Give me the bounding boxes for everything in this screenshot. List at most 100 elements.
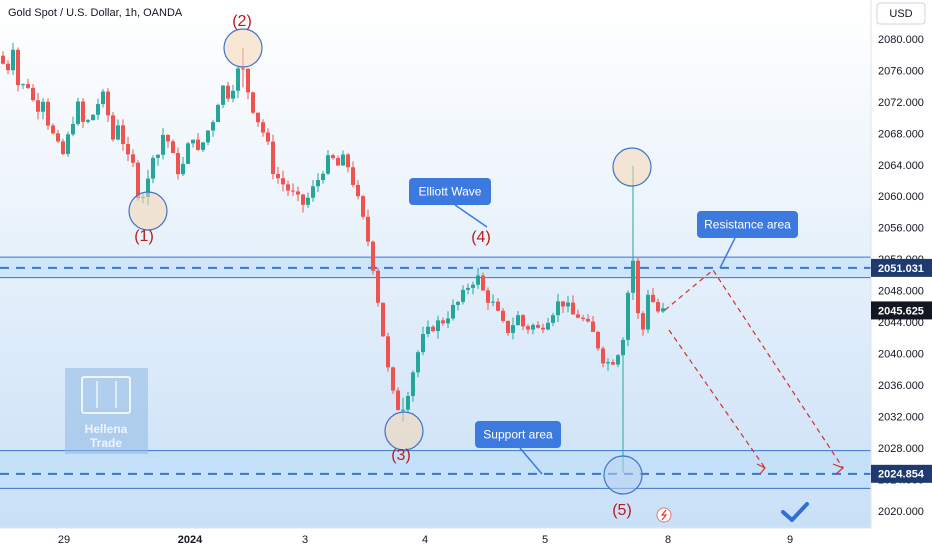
candle-body — [326, 155, 330, 174]
checkmark-icon[interactable] — [781, 502, 809, 522]
candle-body — [191, 139, 195, 144]
wave-label: (5) — [612, 502, 632, 519]
candle-body — [81, 101, 85, 122]
candle-body — [116, 125, 120, 140]
candle-body — [346, 154, 350, 168]
candle-body — [636, 260, 640, 314]
candle-body — [646, 294, 650, 330]
candle-body — [306, 197, 310, 205]
candle-body — [461, 289, 465, 302]
candle-body — [386, 336, 390, 368]
candle-body — [311, 186, 315, 198]
support-price-badge — [871, 464, 932, 483]
y-tick-label: 2036.000 — [878, 380, 924, 392]
candle-body — [156, 154, 160, 158]
candle-body — [416, 352, 420, 373]
candle-body — [436, 320, 440, 332]
candle-body — [136, 162, 140, 199]
x-tick-label: 3 — [302, 534, 308, 546]
candle-body — [56, 133, 60, 142]
resistance-area-callout-label: Resistance area — [704, 218, 791, 232]
candle-body — [226, 85, 230, 99]
candle-body — [166, 134, 170, 142]
candle-body — [221, 85, 225, 105]
y-tick-label: 2044.000 — [878, 317, 924, 329]
wave-label: (3) — [391, 447, 411, 464]
candle-body — [576, 314, 580, 318]
candle-body — [426, 326, 430, 335]
elliott-wave-callout-pointer — [454, 204, 488, 228]
x-tick-label: 8 — [665, 534, 671, 546]
candle-body — [441, 320, 445, 324]
candle-body — [251, 92, 255, 113]
y-tick-label: 2080.000 — [878, 34, 924, 46]
candle-body — [591, 321, 595, 332]
candle-body — [536, 324, 540, 328]
x-tick-label: 9 — [787, 534, 793, 546]
candle-body — [181, 163, 185, 175]
candle-body — [411, 372, 415, 396]
candle-body — [46, 101, 50, 126]
candle-body — [316, 180, 320, 187]
lightning-bolt-icon — [660, 509, 668, 521]
candle-body — [366, 216, 370, 242]
candle-body — [41, 101, 45, 112]
candle-body — [61, 141, 65, 155]
candle-body — [431, 326, 435, 332]
projection-arrowhead — [832, 463, 845, 475]
current-price-badge-label: 2045.625 — [878, 305, 924, 317]
candle-body — [621, 339, 625, 356]
candle-body — [106, 91, 110, 116]
candle-body — [256, 112, 260, 123]
candle-body — [31, 87, 35, 101]
y-tick-label: 2076.000 — [878, 65, 924, 77]
y-tick-label: 2068.000 — [878, 128, 924, 140]
candle-body — [561, 301, 565, 307]
candle-body — [206, 130, 210, 143]
candle-body — [321, 173, 325, 181]
candle-body — [381, 302, 385, 337]
y-tick-label: 2028.000 — [878, 443, 924, 455]
candle-body — [286, 184, 290, 191]
candle-body — [356, 184, 360, 197]
y-tick-label: 2072.000 — [878, 97, 924, 109]
candle-body — [101, 91, 105, 105]
candle-body — [76, 101, 80, 124]
support-zone — [0, 450, 871, 489]
candle-body — [21, 84, 25, 86]
candle-body — [546, 322, 550, 330]
candle-body — [6, 63, 10, 71]
candle-body — [506, 320, 510, 333]
candle-body — [616, 355, 620, 365]
candle-body — [401, 409, 405, 411]
candle-body — [176, 153, 180, 175]
candle-body — [496, 301, 500, 311]
candle-body — [261, 122, 265, 133]
currency-button[interactable] — [876, 2, 926, 25]
watermark-text-line1: Hellena — [85, 422, 128, 436]
candle-body — [391, 367, 395, 391]
candle-body — [396, 390, 400, 411]
candle-body — [331, 155, 335, 159]
candle-body — [16, 49, 20, 86]
candle-body — [336, 158, 340, 166]
candle-body — [606, 362, 610, 364]
y-tick-label: 2064.000 — [878, 160, 924, 172]
resistance-area-callout-pointer — [719, 237, 736, 269]
wave-5-low-circle — [603, 455, 643, 495]
candle-body — [291, 190, 295, 192]
candle-body — [631, 260, 635, 293]
candle-body — [71, 123, 75, 135]
candle-body — [1, 55, 5, 64]
candle-body — [566, 302, 570, 307]
wave-2-circle — [223, 28, 263, 68]
wave-5-high-circle — [612, 147, 652, 187]
candle-body — [491, 301, 495, 303]
candle-body — [361, 196, 365, 217]
support-area-callout-label: Support area — [483, 428, 553, 442]
support-area-callout-box — [475, 421, 561, 448]
candle-body — [486, 290, 490, 303]
y-tick-label: 2060.000 — [878, 191, 924, 203]
